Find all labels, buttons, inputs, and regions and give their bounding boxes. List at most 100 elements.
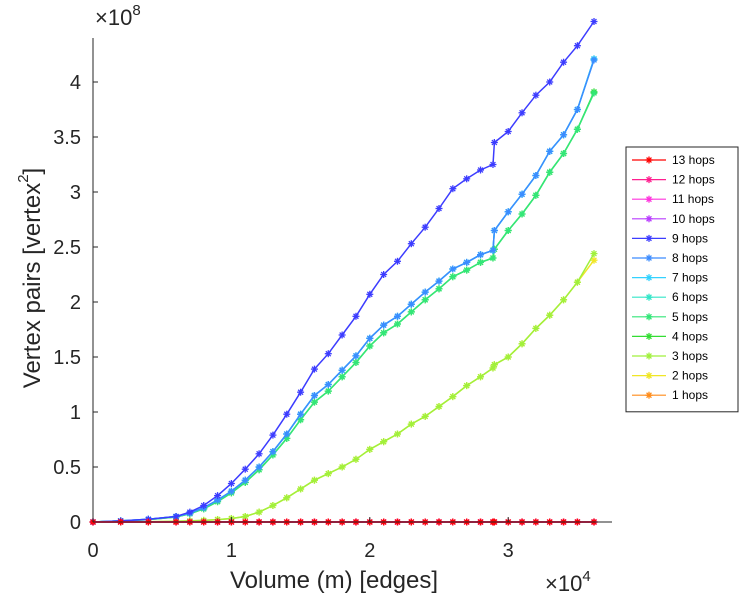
data-point [297,388,305,396]
data-point [407,420,415,428]
legend-item: 4 hops [632,329,708,343]
data-point [324,350,332,358]
data-point [435,403,443,410]
y-tick-label: 3 [70,182,81,204]
data-point [407,308,415,316]
data-point [380,271,388,278]
legend-label: 8 hops [672,251,708,265]
series-5-hops [89,89,598,526]
data-point [407,300,415,308]
data-point [421,296,429,304]
legend-marker [645,156,653,164]
data-point [310,476,318,484]
data-point [324,387,332,395]
y-axis-label: Vertex pairs [vertex2] [15,168,46,388]
data-point [463,258,471,266]
legend-marker [645,352,653,360]
data-point [435,285,443,293]
data-point [489,161,497,168]
data-point [310,365,318,373]
data-point [504,128,512,135]
data-point [380,438,388,446]
data-point [380,329,388,337]
data-point [380,321,388,329]
legend-label: 10 hops [672,212,715,226]
legend-marker [645,274,653,282]
legend-label: 7 hops [672,271,708,285]
legend-item: 2 hops [632,369,708,383]
data-point [310,398,318,406]
x-tick-label: 2 [364,540,375,562]
x-exponent-label: ×104 [545,568,591,596]
data-point [297,410,305,418]
legend-item: 13 hops [632,153,715,167]
data-point [546,78,554,86]
data-point [546,311,554,319]
legend-marker [645,215,653,223]
legend-item: 11 hops [632,192,714,206]
data-point [435,205,443,212]
y-tick-label: 0.5 [53,457,81,479]
x-tick-label: 1 [226,540,237,562]
legend-label: 5 hops [672,310,708,324]
y-exponent-power: 8 [132,2,140,19]
data-point [352,312,360,320]
data-point [283,494,291,502]
data-point [504,227,512,234]
legend-label: 4 hops [672,329,708,343]
data-point [477,373,485,381]
data-point [241,465,249,473]
data-point [449,273,457,281]
legend-label: 11 hops [672,192,714,206]
y-tick-label: 2.5 [53,237,81,259]
y-axis-label-close: ] [19,168,46,175]
data-point [573,125,581,133]
data-point [546,147,554,155]
y-axis-label-main: Vertex pairs [vertex [19,183,46,388]
data-point [590,256,598,264]
data-point [310,392,318,399]
data-point [590,250,598,258]
legend-box [625,146,739,413]
legend-label: 2 hops [672,369,708,383]
data-point [477,258,485,266]
data-point [573,278,581,286]
data-point [489,254,497,262]
data-point [590,56,598,64]
data-point [269,448,277,456]
data-point [490,227,498,234]
data-point [366,334,374,342]
data-point [227,480,235,487]
data-point [518,109,526,117]
legend-item: 9 hops [632,231,708,245]
data-point [241,513,249,520]
data-point [366,445,374,453]
legend-marker [645,313,653,321]
data-point [518,190,526,198]
data-point [421,288,429,296]
legend-item: 12 hops [632,173,715,187]
legend-label: 12 hops [672,173,715,187]
legend-label: 13 hops [672,153,715,167]
data-point [214,492,222,500]
data-point [489,246,497,254]
legend-marker [645,234,653,242]
legend-item: 6 hops [632,290,708,304]
legend-marker [645,176,653,184]
data-point [546,168,554,176]
data-point [269,502,277,509]
x-tick-label: 0 [87,540,98,562]
y-tick-label: 0 [70,512,81,534]
legend-item: 1 hops [632,388,708,402]
data-point [477,251,485,259]
y-tick-label: 4 [70,72,81,94]
legend-item: 10 hops [632,212,715,226]
data-point [297,485,305,493]
data-point [449,265,457,273]
data-point [590,18,598,25]
data-point [283,410,291,418]
y-tick-label: 1.5 [53,347,81,369]
legend-marker [645,195,653,203]
